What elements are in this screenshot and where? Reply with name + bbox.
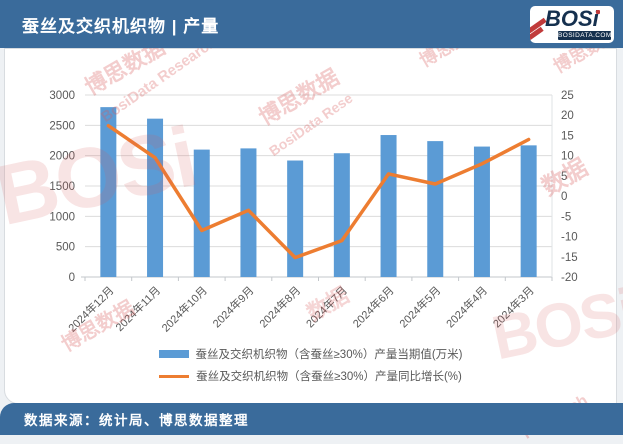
- production-bar: [427, 141, 444, 277]
- production-bar: [100, 107, 117, 277]
- left-axis-label: 500: [56, 242, 75, 254]
- right-axis-label: 10: [561, 151, 574, 163]
- left-axis-label: 2000: [49, 151, 75, 163]
- production-bar: [193, 149, 210, 277]
- left-axis-label: 2500: [49, 120, 75, 132]
- right-axis-label: -20: [561, 272, 578, 284]
- right-axis-label: 25: [561, 90, 574, 102]
- production-bar: [287, 160, 304, 277]
- line-series-marker-icon: [159, 374, 190, 378]
- legend-item-production: 蚕丝及交织机织物（含蚕丝≥30%）产量当期值(万米): [158, 346, 463, 362]
- legend-label-production: 蚕丝及交织机织物（含蚕丝≥30%）产量当期值(万米): [195, 349, 463, 361]
- logo-text: BOSi: [545, 5, 599, 31]
- right-axis-label: -10: [561, 232, 578, 244]
- chart-card: 0 500 1000 1500 2000 2500 3000 -20 -15 -10 -5 0 5 10 1…: [4, 48, 617, 404]
- logo-dot-icon: [596, 9, 600, 14]
- x-category-label: 2024年12月: [65, 283, 116, 334]
- right-axis-label: -5: [561, 211, 571, 223]
- right-axis-label: 15: [561, 130, 574, 142]
- growth-line: [106, 123, 531, 260]
- header-bar: 蚕丝及交织机织物 | 产量 BOSi BOSIDATA.COM: [0, 0, 623, 48]
- page-title: 蚕丝及交织机织物 | 产量: [22, 16, 220, 36]
- left-axis-label: 1500: [49, 181, 75, 193]
- footer-bar: 数据来源：统计局、博思数据整理: [0, 403, 623, 435]
- production-bar: [380, 135, 397, 277]
- legend-item-growth: 蚕丝及交织机织物（含蚕丝≥30%）产量同比增长(%): [159, 368, 462, 384]
- x-category-label: 2024年3月: [490, 283, 537, 330]
- chart-legend: 蚕丝及交织机织物（含蚕丝≥30%）产量当期值(万米) 蚕丝及交织机织物（含蚕丝≥…: [5, 346, 616, 384]
- combo-chart: 0 500 1000 1500 2000 2500 3000 -20 -15 -10 -5 0 5 10 1…: [49, 90, 578, 335]
- production-bar: [147, 118, 164, 277]
- x-category-label: 2024年4月: [443, 283, 490, 330]
- production-bar: [333, 153, 350, 277]
- left-axis-label: 1000: [49, 211, 75, 223]
- x-category-label: 2024年6月: [350, 283, 397, 330]
- x-category-label: 2024年10月: [158, 283, 209, 334]
- left-axis-label: 0: [69, 272, 75, 284]
- x-category-label: 2024年5月: [396, 283, 443, 330]
- production-bar: [520, 145, 537, 277]
- x-category-label: 2024年8月: [256, 283, 303, 330]
- bosi-logo: BOSi BOSIDATA.COM: [530, 5, 614, 43]
- legend-label-growth: 蚕丝及交织机织物（含蚕丝≥30%）产量同比增长(%): [196, 371, 462, 383]
- production-bar: [473, 146, 490, 277]
- x-category-label: 2024年7月: [303, 283, 350, 330]
- right-axis-label: -15: [561, 252, 578, 264]
- data-source: 数据来源：统计局、博思数据整理: [24, 413, 249, 428]
- right-axis-label: 20: [561, 110, 574, 122]
- bar-series-marker-icon: [158, 350, 189, 358]
- right-axis-label: 0: [561, 191, 567, 203]
- logo-domain: BOSIDATA.COM: [558, 30, 612, 40]
- x-category-label: 2024年9月: [209, 283, 256, 330]
- x-category-label: 2024年11月: [112, 283, 163, 334]
- right-axis-label: 5: [561, 171, 567, 183]
- left-axis-label: 3000: [49, 90, 75, 102]
